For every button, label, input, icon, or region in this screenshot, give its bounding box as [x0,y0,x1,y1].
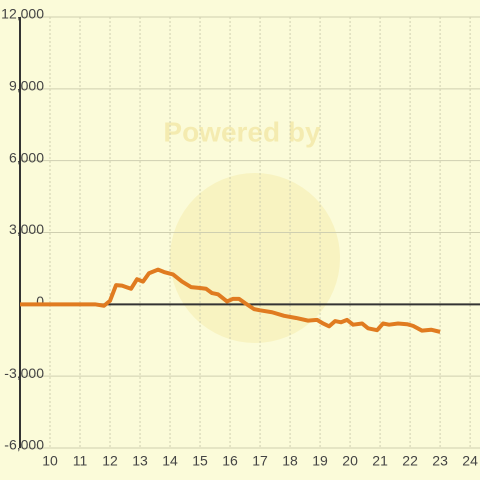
x-tick-label: 22 [402,453,418,469]
y-tick-label: 9,000 [9,78,44,94]
x-tick-label: 20 [342,453,358,469]
x-tick-label: 13 [132,453,148,469]
x-tick-label: 21 [372,453,388,469]
y-tick-label: 3,000 [9,221,44,237]
x-tick-label: 18 [282,453,298,469]
x-tick-label: 12 [102,453,118,469]
y-tick-label: -3,000 [4,365,44,381]
y-tick-label: -6,000 [4,437,44,453]
y-tick-label: 0 [36,293,44,309]
y-tick-label: 12,000 [1,6,44,22]
x-tick-label: 19 [312,453,328,469]
x-tick-label: 17 [252,453,268,469]
watermark: Powered by [163,116,321,147]
series-line [20,267,441,334]
y-tick-label: 6,000 [9,149,44,165]
watermark-logo [170,173,340,343]
x-tick-label: 15 [192,453,208,469]
x-tick-label: 11 [73,453,88,469]
x-tick-label: 24 [462,453,478,469]
x-tick-label: 16 [222,453,238,469]
x-tick-label: 10 [42,453,58,469]
x-tick-label: 23 [432,453,448,469]
x-tick-label: 14 [162,453,178,469]
